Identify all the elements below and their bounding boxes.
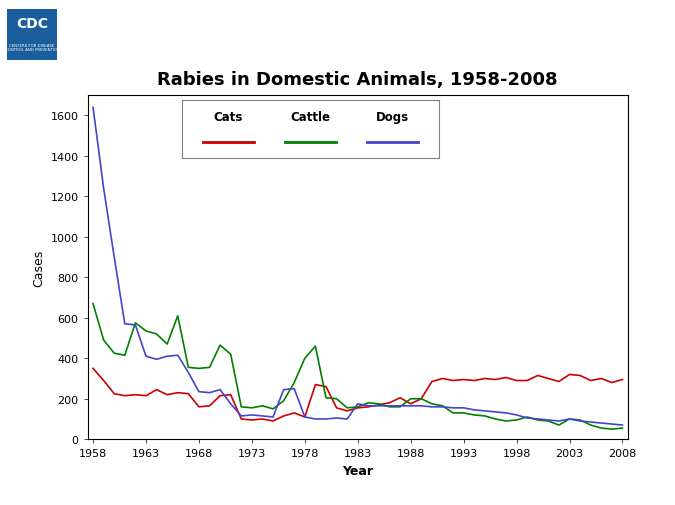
Dogs — [248, 412, 256, 418]
Dogs — [470, 407, 479, 413]
Cats — [89, 366, 97, 372]
Cattle — [438, 403, 446, 409]
Dogs — [89, 105, 97, 111]
Line: Cattle: Cattle — [93, 304, 622, 429]
Cats — [608, 380, 616, 386]
Line: Dogs: Dogs — [93, 108, 622, 425]
Cats — [205, 403, 213, 409]
Cattle — [608, 426, 616, 432]
Cattle — [248, 405, 256, 411]
Text: CDC: CDC — [16, 17, 48, 31]
Dogs — [205, 390, 213, 396]
Cats — [259, 416, 267, 422]
Cattle — [470, 412, 479, 418]
Cats — [481, 376, 489, 382]
Dogs — [608, 421, 616, 427]
Cattle — [259, 403, 267, 409]
Text: Cats: Cats — [214, 111, 243, 124]
Cats — [449, 378, 457, 384]
Text: Dogs: Dogs — [376, 111, 409, 124]
X-axis label: Year: Year — [342, 464, 373, 477]
Text: CENTERS FOR DISEASE
CONTROL AND PREVENTION: CENTERS FOR DISEASE CONTROL AND PREVENTI… — [5, 44, 59, 52]
Dogs — [259, 413, 267, 419]
Dogs — [438, 404, 446, 410]
Title: Rabies in Domestic Animals, 1958-2008: Rabies in Domestic Animals, 1958-2008 — [157, 71, 558, 89]
Dogs — [618, 422, 626, 428]
Cattle — [89, 301, 97, 307]
Cattle — [618, 425, 626, 431]
Cattle — [205, 365, 213, 371]
Line: Cats: Cats — [93, 369, 622, 421]
Cats — [248, 417, 256, 423]
Cats — [269, 418, 277, 424]
Text: Cattle: Cattle — [290, 111, 331, 124]
Cats — [618, 377, 626, 383]
Cattle — [597, 425, 605, 431]
Y-axis label: Cases: Cases — [32, 249, 45, 286]
